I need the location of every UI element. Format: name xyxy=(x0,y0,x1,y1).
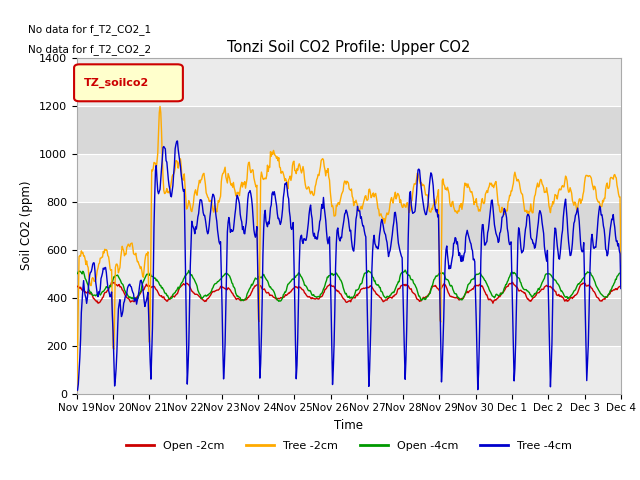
Legend: Open -2cm, Tree -2cm, Open -4cm, Tree -4cm: Open -2cm, Tree -2cm, Open -4cm, Tree -4… xyxy=(122,436,576,455)
Bar xyxy=(77,298,621,346)
Y-axis label: Soil CO2 (ppm): Soil CO2 (ppm) xyxy=(20,181,33,270)
Bar xyxy=(77,58,621,106)
Bar xyxy=(77,106,621,154)
Bar xyxy=(77,202,621,250)
Title: Tonzi Soil CO2 Profile: Upper CO2: Tonzi Soil CO2 Profile: Upper CO2 xyxy=(227,40,470,55)
Bar xyxy=(77,346,621,394)
X-axis label: Time: Time xyxy=(334,419,364,432)
Text: No data for f_T2_CO2_1: No data for f_T2_CO2_1 xyxy=(28,24,151,35)
Bar xyxy=(77,250,621,298)
FancyBboxPatch shape xyxy=(74,64,183,101)
Text: No data for f_T2_CO2_2: No data for f_T2_CO2_2 xyxy=(28,44,151,55)
Text: TZ_soilco2: TZ_soilco2 xyxy=(84,78,149,88)
Bar xyxy=(77,154,621,202)
